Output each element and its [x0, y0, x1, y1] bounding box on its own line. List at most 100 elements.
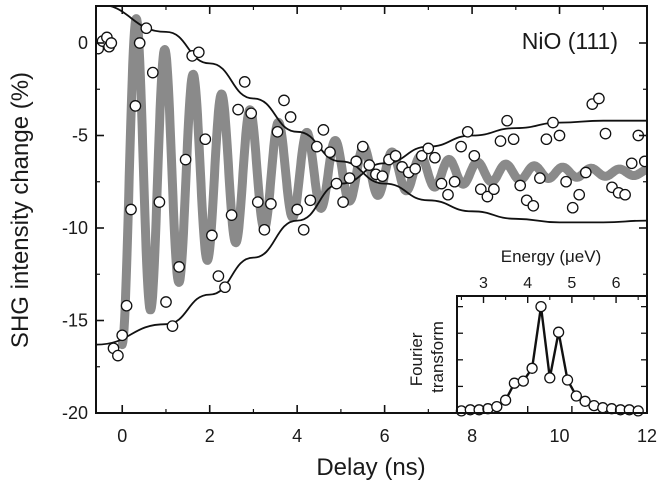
annotation-sample-label: NiO (111): [522, 28, 618, 54]
data-point: [356, 140, 369, 153]
data-point: [324, 146, 336, 159]
data-point: [494, 135, 507, 147]
data-point: [140, 22, 153, 35]
inset-y-axis-title-line-1: Fourier: [407, 332, 426, 386]
y-tick-label: -20: [62, 403, 88, 423]
data-point: [297, 223, 310, 236]
inset-background: [457, 296, 647, 413]
data-point: [514, 179, 527, 192]
data-point: [448, 175, 461, 188]
data-point: [560, 175, 572, 188]
y-tick-label: 0: [78, 33, 88, 53]
data-point: [265, 198, 277, 210]
inset-x-tick-label: 3: [479, 275, 488, 292]
data-point: [619, 188, 631, 201]
data-point: [435, 177, 448, 190]
data-point: [540, 133, 553, 146]
data-point: [284, 111, 297, 123]
data-point: [245, 107, 258, 120]
inset-data-point: [535, 300, 547, 313]
data-point: [146, 66, 159, 79]
data-point: [389, 149, 402, 162]
inset-plot-frame: [456, 295, 648, 414]
y-tick-label: -15: [62, 311, 88, 331]
data-point: [507, 133, 520, 146]
data-point: [337, 196, 349, 208]
inset-data-point: [552, 326, 565, 338]
data-point: [225, 209, 238, 221]
x-tick-label: 2: [205, 426, 215, 446]
data-point: [579, 166, 592, 179]
data-point: [271, 125, 284, 138]
data-point: [638, 155, 647, 168]
data-point: [330, 177, 343, 190]
data-point: [547, 116, 559, 129]
y-axis-title: SHG intensity change (%): [7, 72, 34, 348]
data-point: [133, 37, 146, 49]
inset-x-tick-label: 6: [612, 275, 621, 292]
inset-data-point: [517, 375, 529, 387]
main-plot: 0 2 4 6 8 10 12 0 -5 -10 -15 -20 NiO (111) Delay (n…: [7, 5, 657, 481]
main-ticks: 0 2 4 6 8 10 12 0 -5 -10 -15 -20: [62, 6, 657, 446]
data-point: [501, 114, 513, 127]
data-point: [166, 320, 179, 332]
envelope-upper-curve: [106, 6, 647, 224]
inset-data-point: [561, 374, 574, 386]
y-tick-label: -10: [62, 218, 88, 238]
inset-y-axis-title-line-2: transform: [428, 321, 447, 393]
x-tick-label: 10: [550, 426, 570, 446]
data-point: [409, 162, 422, 175]
inset-ticks: 3 4 5 6: [457, 275, 647, 413]
data-point: [593, 92, 605, 105]
inset-data-point: [499, 394, 512, 406]
data-point: [206, 229, 218, 242]
inset-x-axis-title: Energy (μeV): [501, 247, 602, 266]
inset-y-axis-title: Fourier transform: [407, 321, 447, 393]
data-point: [179, 153, 192, 166]
data-point: [625, 157, 638, 170]
inset-plot: 3 4 5 6 Energy (μeV) Fourier transform: [407, 247, 648, 417]
data-point: [120, 299, 133, 312]
y-tick-label: -5: [72, 126, 88, 146]
data-point: [304, 194, 317, 207]
data-point: [251, 196, 264, 208]
inset-x-tick-label: 4: [523, 275, 532, 292]
data-point: [442, 188, 454, 201]
data-point: [192, 46, 205, 59]
data-point: [343, 172, 356, 184]
x-tick-label: 6: [380, 426, 390, 446]
data-point: [363, 159, 376, 171]
data-point: [129, 100, 142, 112]
data-point: [350, 155, 363, 168]
x-tick-label: 8: [467, 426, 477, 446]
data-point: [278, 94, 290, 107]
inset-data-point: [544, 372, 556, 384]
data-point: [553, 129, 566, 142]
inset-data-point: [570, 390, 582, 402]
data-point: [468, 149, 481, 162]
data-point: [534, 172, 546, 184]
data-point: [474, 183, 487, 196]
data-point: [232, 103, 244, 116]
x-tick-label: 12: [637, 426, 657, 446]
data-point: [599, 127, 612, 140]
data-point: [173, 261, 185, 273]
data-point: [116, 329, 129, 342]
data-point: [573, 188, 586, 201]
x-tick-label: 4: [292, 426, 302, 446]
data-point: [422, 142, 435, 155]
data-point: [527, 199, 540, 212]
main-data-layer: [96, 6, 647, 362]
data-point: [455, 140, 467, 153]
data-point: [105, 37, 118, 49]
data-point: [429, 151, 441, 164]
x-tick-label: 0: [117, 426, 127, 446]
data-point: [291, 203, 304, 216]
data-point: [566, 201, 579, 214]
data-point: [238, 76, 251, 88]
data-point: [461, 125, 474, 138]
data-point: [212, 270, 225, 282]
inset-x-tick-label: 5: [567, 275, 576, 292]
main-plot-frame: [95, 5, 648, 414]
